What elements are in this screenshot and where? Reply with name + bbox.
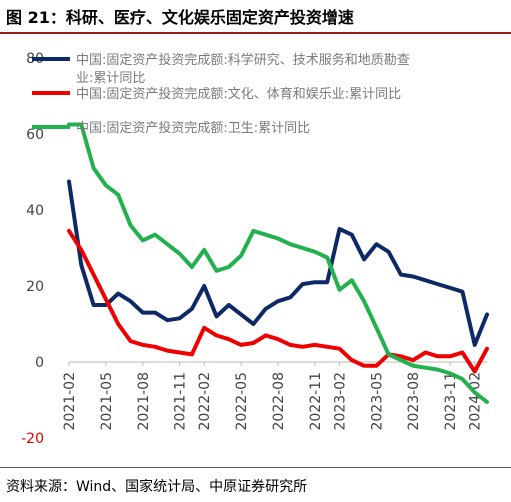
legend-label-1: 中国:固定资产投资完成额:科学研究、技术服务和地质勘查业:累计同比 — [76, 52, 410, 86]
x-tick-label: 2023-08 — [406, 372, 422, 431]
legend-layer: 中国:固定资产投资完成额:科学研究、技术服务和地质勘查业:累计同比中国:固定资产… — [32, 52, 410, 136]
series-layer — [67, 122, 489, 404]
x-tick-label: 2023-05 — [369, 372, 385, 431]
x-tick-label: 2021-11 — [173, 372, 189, 431]
y-tick-label: 0 — [35, 355, 44, 371]
x-tick-label: 2024-02 — [468, 372, 484, 431]
x-tick-label: 2023-02 — [332, 372, 348, 431]
legend-label-3: 中国:固定资产投资完成额:卫生:累计同比 — [76, 120, 310, 136]
footer-rule — [0, 467, 511, 468]
figure-title: 图 21：科研、医疗、文化娱乐固定资产投资增速 — [6, 8, 354, 27]
x-tick-label: 2022-11 — [308, 372, 324, 431]
y-tick-label: 60 — [26, 127, 44, 143]
y-tick-label: 20 — [26, 279, 44, 295]
x-tick-label: 2021-05 — [99, 372, 115, 431]
source-note: 资料来源：Wind、国家统计局、中原证券研究所 — [6, 479, 308, 495]
title-rule — [0, 32, 511, 34]
y-tick-label: 40 — [26, 203, 44, 219]
x-tick-label: 2021-02 — [62, 372, 78, 431]
x-tick-label: 2022-05 — [234, 372, 250, 431]
series-line-3 — [67, 122, 489, 404]
x-tick-label: 2022-02 — [197, 372, 213, 431]
x-tick-label: 2022-08 — [271, 372, 287, 431]
y-tick-label: -20 — [21, 431, 44, 447]
series-line-2 — [67, 228, 489, 374]
x-tick-label: 2023-11 — [443, 372, 459, 431]
line-chart: -200204060802021-022021-052021-082021-11… — [21, 51, 489, 447]
legend-label-2: 中国:固定资产投资完成额:文化、体育和娱乐业:累计同比 — [76, 86, 401, 102]
series-line-1 — [67, 179, 489, 347]
axes-layer: -200204060802021-022021-052021-082021-11… — [21, 51, 487, 447]
x-tick-label: 2021-08 — [136, 372, 152, 431]
